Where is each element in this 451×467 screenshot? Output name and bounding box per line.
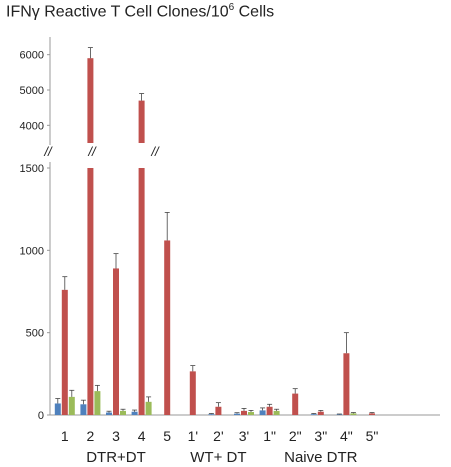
y-tick-label: 5000 (20, 85, 44, 97)
x-group-label: Naive DTR (284, 449, 358, 466)
axis-break-mark: // (87, 144, 97, 159)
bar (343, 353, 350, 415)
bar-lower-segment (87, 168, 94, 415)
bar (241, 410, 247, 415)
bar (215, 406, 222, 415)
bar (317, 411, 324, 415)
chart-title-tail: Cells (234, 3, 275, 21)
x-category-label: 4 (138, 428, 146, 444)
x-group-label: DTR+DT (86, 449, 146, 466)
bar (61, 289, 68, 415)
x-category-label: 3' (239, 428, 249, 444)
x-category-label: 3 (112, 428, 120, 444)
bar (208, 414, 215, 415)
bar (310, 414, 317, 415)
y-tick-label: 1500 (20, 163, 44, 175)
bar (292, 393, 299, 415)
bar (350, 413, 357, 415)
x-category-label: 2 (87, 428, 95, 444)
x-category-label: 2" (289, 428, 302, 444)
x-category-label: 5 (163, 428, 171, 444)
y-tick-label: 6000 (20, 50, 44, 62)
y-tick-label: 4000 (20, 120, 44, 132)
chart-title: IFNγ Reactive T Cell Clones/106 Cells (6, 2, 274, 21)
x-group-label: WT+ DT (190, 449, 246, 466)
bar (80, 404, 87, 415)
y-tick-label: 1000 (20, 245, 44, 257)
bar (248, 412, 254, 415)
bar (131, 411, 138, 415)
chart-title-main: IFNγ Reactive T Cell Clones/10 (6, 3, 229, 21)
bar (234, 413, 240, 415)
x-category-label: 1" (263, 428, 276, 444)
bar (106, 412, 112, 415)
bar (273, 410, 280, 415)
bar-upper-segment (87, 58, 94, 144)
bar (189, 371, 196, 415)
bar (94, 391, 101, 415)
bar (369, 413, 375, 415)
bar-upper-segment (138, 100, 145, 143)
axis-break-mark: // (150, 144, 160, 159)
bar (145, 401, 152, 415)
y-tick-label: 500 (26, 328, 44, 340)
bar (120, 410, 126, 415)
x-category-label: 4" (340, 428, 353, 444)
bar (259, 410, 266, 415)
axis-break-mark: // (43, 144, 53, 159)
y-tick-label: 0 (38, 410, 44, 422)
bar (266, 406, 273, 415)
x-category-label: 1' (188, 428, 198, 444)
bar (54, 403, 61, 415)
x-category-label: 1 (61, 428, 69, 444)
x-category-label: 2' (213, 428, 223, 444)
bar (113, 268, 119, 415)
bar (68, 396, 75, 415)
bar-lower-segment (138, 168, 145, 415)
chart-title-superscript: 6 (228, 2, 235, 13)
x-category-label: 5" (366, 428, 379, 444)
x-category-label: 3" (314, 428, 327, 444)
bar (164, 240, 171, 415)
